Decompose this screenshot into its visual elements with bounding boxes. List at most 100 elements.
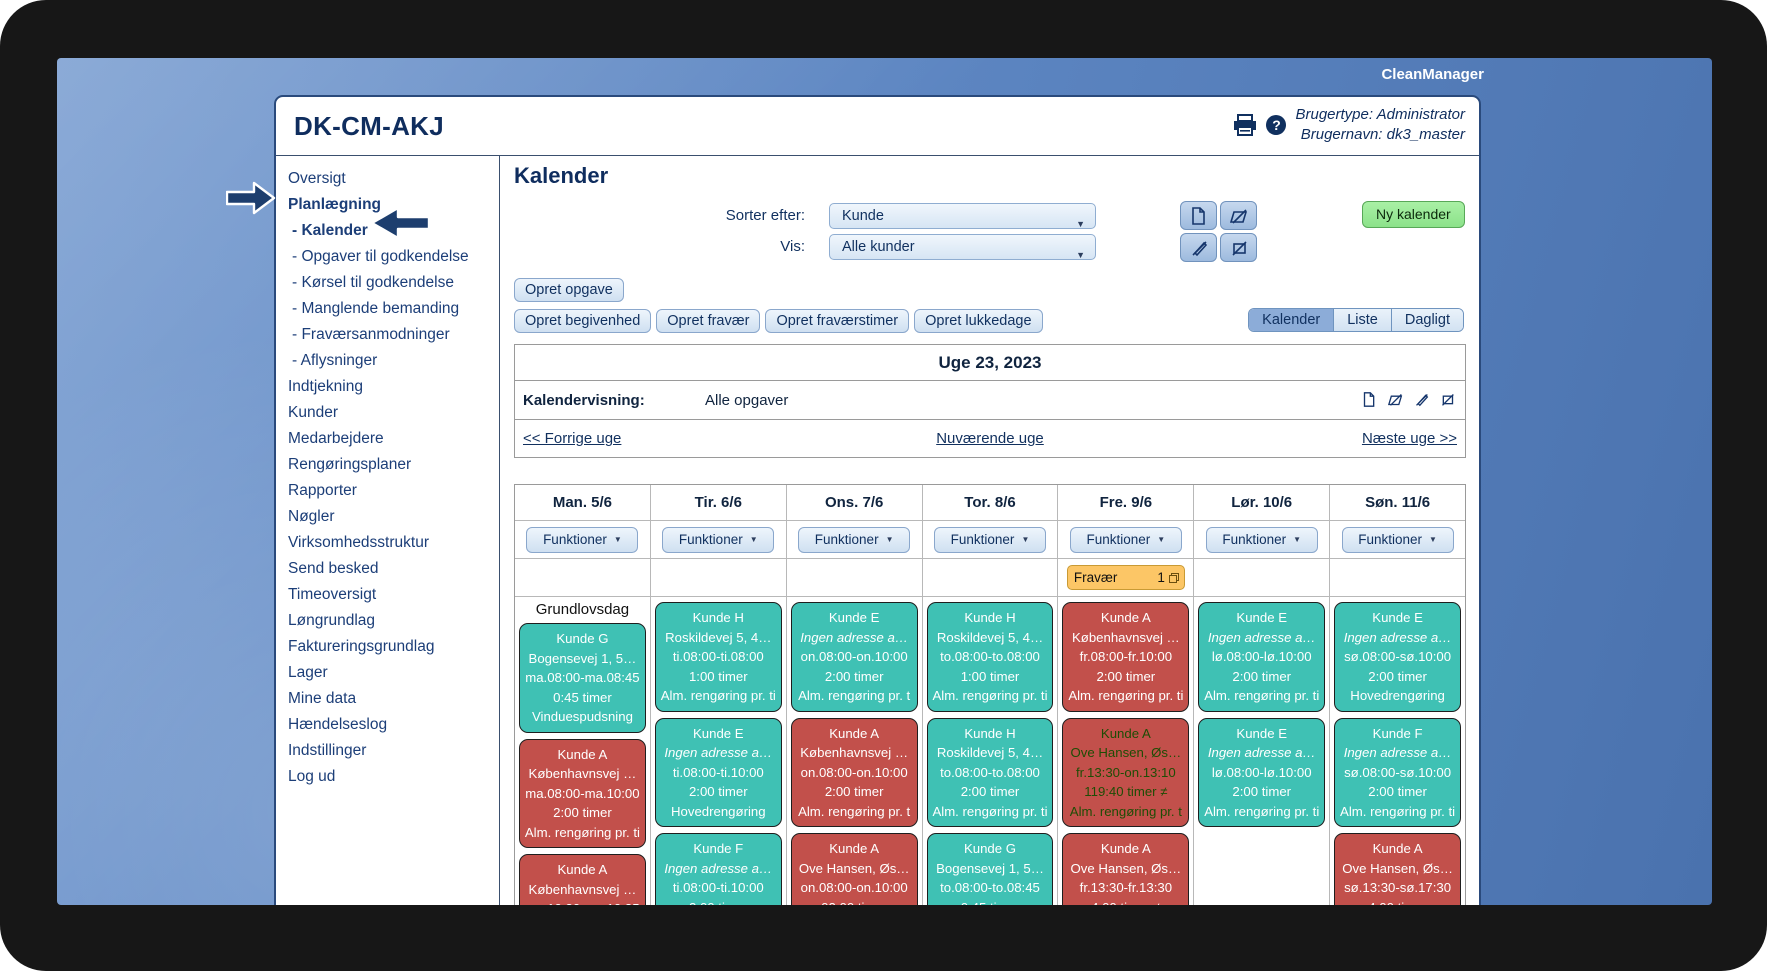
day-functions-cell: Funktioner ▼ — [921, 521, 1058, 559]
day-header: Søn. 11/6 — [1329, 485, 1466, 521]
create-button[interactable]: Opret fravær — [656, 309, 761, 333]
event-detail: Ingen adresse a… — [1343, 629, 1452, 645]
next-week-link[interactable]: Næste uge >> — [1361, 430, 1457, 447]
create-buttons-row: Opret begivenhed Opret fravær Opret fravær… — [514, 309, 1043, 333]
event-card[interactable]: Kunde A Københavnsvej … ma.10:30-ma.10:35 — [519, 854, 646, 905]
event-card[interactable]: Kunde A Ove Hansen, Øs… on.08:00-on.10:00 0… — [790, 833, 918, 905]
event-detail: 2:00 timer — [1096, 668, 1156, 684]
event-customer: Kunde E — [1372, 610, 1423, 625]
slashed-circle-icon[interactable] — [1388, 392, 1403, 407]
document-icon[interactable] — [1180, 201, 1217, 230]
event-detail: Alm. rengøring pr. ti — [1204, 803, 1320, 819]
event-card[interactable]: Kunde A Københavnsvej … ma.08:00-ma.10:00 2… — [519, 738, 646, 848]
create-task-button[interactable]: Opret opgave — [514, 278, 624, 302]
sidebar-item[interactable]: Rapporter — [288, 482, 357, 499]
sort-select[interactable]: Kunde ▼ — [829, 203, 1096, 229]
slashed-pencil-icon[interactable] — [1414, 392, 1429, 407]
event-card[interactable]: Kunde E Ingen adresse a… on.08:00-on.10:00… — [790, 602, 918, 712]
sidebar-item[interactable]: Kunder — [288, 404, 338, 421]
event-card[interactable]: Kunde H Roskildevej 5, 4… to.08:00-to.08:0… — [926, 602, 1054, 712]
sidebar-item[interactable]: Virksomhedsstruktur — [288, 534, 429, 551]
event-detail: Ingen adresse a… — [1207, 745, 1316, 760]
event-card[interactable]: Kunde H Roskildevej 5, 4… to.08:00-to.08:0… — [926, 717, 1054, 827]
functions-dropdown[interactable]: Funktioner ▼ — [934, 526, 1046, 553]
event-card[interactable]: Kunde A Ove Hansen, Øs… fr.13:30-on.13:10 1… — [1062, 717, 1190, 827]
sidebar-item[interactable]: Indtjekning — [288, 378, 363, 395]
view-toggle-buttons — [1180, 201, 1257, 262]
event-card[interactable]: Kunde H Roskildevej 5, 4… ti.08:00-ti.08:0… — [654, 602, 782, 712]
sidebar-item[interactable]: Lager — [288, 664, 328, 681]
functions-dropdown[interactable]: Funktioner ▼ — [1205, 526, 1318, 553]
sidebar-item[interactable]: Log ud — [288, 768, 336, 785]
new-calendar-button[interactable]: Ny kalender — [1362, 201, 1465, 228]
vis-label: Vis: — [780, 238, 805, 255]
create-button[interactable]: Opret lukkedage — [914, 309, 1043, 333]
sidebar-item[interactable]: Indstillinger — [288, 742, 367, 759]
sidebar-item[interactable]: Løngrundlag — [288, 612, 376, 629]
sidebar-item[interactable]: - Opgaver til godkendelse — [292, 248, 469, 265]
sidebar-item[interactable]: Nøgler — [288, 508, 335, 525]
day-column: Kunde E Ingen adresse a… sø.08:00-sø.10:00… — [1329, 597, 1465, 905]
slashed-box-icon[interactable] — [1440, 392, 1455, 407]
sidebar-item[interactable]: Timeoversigt — [288, 586, 377, 603]
current-week-link[interactable]: Nuværende uge — [936, 430, 1044, 447]
event-card[interactable]: Kunde F Ingen adresse a… ti.08:00-ti.10:00… — [654, 833, 782, 906]
event-card[interactable]: Kunde E Ingen adresse a… ti.08:00-ti.10:00… — [654, 717, 782, 827]
sidebar-item[interactable]: Planlægning — [288, 196, 381, 213]
badge-row: Fravær 1 — [515, 559, 1466, 597]
sidebar-item[interactable]: Oversigt — [288, 170, 346, 187]
event-card[interactable]: Kunde A Ove Hansen, Øs… fr.13:30-fr.13:30 4… — [1062, 833, 1190, 905]
sidebar-item[interactable]: Medarbejdere — [288, 430, 384, 447]
functions-dropdown[interactable]: Funktioner ▼ — [526, 526, 639, 553]
functions-dropdown[interactable]: Funktioner ▼ — [1341, 526, 1454, 553]
create-button[interactable]: Opret fraværstimer — [765, 309, 910, 333]
tab-liste[interactable]: Liste — [1333, 309, 1391, 331]
sidebar-item[interactable]: Mine data — [288, 690, 357, 707]
sidebar-item[interactable]: Faktureringsgrundlag — [288, 638, 435, 655]
event-card[interactable]: Kunde A Ove Hansen, Øs… sø.13:30-sø.17:30 4… — [1334, 833, 1462, 905]
slashed-pencil-icon[interactable] — [1180, 233, 1217, 262]
event-detail: to.08:00-to.08:45 — [940, 880, 1040, 895]
event-card[interactable]: Kunde A Københavnsvej … on.08:00-on.10:00 2… — [790, 717, 918, 827]
event-detail: 2:00 timer — [1232, 668, 1292, 684]
event-detail: fr.13:30-fr.13:30 — [1079, 880, 1173, 895]
sidebar-item[interactable]: - Aflysninger — [292, 352, 378, 369]
sidebar-item[interactable]: - Kørsel til godkendelse — [292, 274, 454, 291]
help-icon[interactable]: ? — [1266, 115, 1287, 135]
sidebar-item[interactable]: Rengøringsplaner — [288, 456, 412, 473]
prev-week-link[interactable]: << Forrige uge — [523, 430, 622, 447]
tab-dagligt[interactable]: Dagligt — [1390, 309, 1463, 331]
document-icon[interactable] — [1362, 392, 1377, 407]
slashed-box-icon[interactable] — [1220, 233, 1257, 262]
vis-select[interactable]: Alle kunder ▼ — [829, 234, 1096, 260]
view-tabs: Kalender Liste Dagligt — [1248, 308, 1464, 332]
event-detail: 2:00 timer — [824, 784, 884, 799]
event-customer: Kunde A — [1100, 841, 1151, 856]
week-grid: Man. 5/6 Tir. 6/6 Ons. 7/6 Tor. 8/6 Fre. 9/6… — [514, 484, 1466, 905]
functions-dropdown[interactable]: Funktioner ▼ — [662, 526, 775, 553]
event-card[interactable]: Kunde E Ingen adresse a… sø.08:00-sø.10:00… — [1334, 602, 1462, 712]
absence-badge[interactable]: Fravær 1 — [1066, 565, 1185, 590]
event-customer: Kunde A — [1100, 610, 1151, 625]
functions-dropdown[interactable]: Funktioner ▼ — [1069, 526, 1182, 553]
sidebar-item[interactable]: Hændelseslog — [288, 716, 388, 733]
functions-dropdown[interactable]: Funktioner ▼ — [798, 526, 911, 553]
event-card[interactable]: Kunde A Københavnsvej … fr.08:00-fr.10:00 2… — [1062, 602, 1190, 712]
sidebar-item[interactable]: - Manglende bemanding — [292, 300, 460, 317]
event-card[interactable]: Kunde E Ingen adresse a… lø.08:00-lø.10:00… — [1198, 602, 1326, 712]
absence-badge-count: 1 — [1157, 570, 1165, 585]
slashed-circle-icon[interactable] — [1220, 201, 1257, 230]
sidebar-item[interactable]: - Kalender — [292, 222, 368, 239]
tab-kalender[interactable]: Kalender — [1249, 309, 1334, 331]
create-button[interactable]: Opret begivenhed — [514, 309, 652, 333]
print-icon[interactable] — [1233, 114, 1257, 136]
event-detail: Ove Hansen, Øs… — [798, 860, 910, 876]
event-card[interactable]: Kunde F Ingen adresse a… sø.08:00-sø.10:00… — [1334, 717, 1462, 827]
sidebar-item[interactable]: - Fraværsanmodninger — [292, 326, 450, 343]
event-card[interactable]: Kunde G Bogensevej 1, 5… to.08:00-to.08:45… — [926, 833, 1054, 905]
event-card[interactable]: Kunde G Bogensevej 1, 5… ma.08:00-ma.08:45… — [519, 623, 646, 733]
calendar-view-label: Kalendervisning: — [523, 392, 645, 409]
sidebar-item[interactable]: Send besked — [288, 560, 379, 577]
event-card[interactable]: Kunde E Ingen adresse a… lø.08:00-lø.10:00… — [1198, 717, 1326, 827]
event-detail: 2:00 timer — [658, 898, 779, 906]
